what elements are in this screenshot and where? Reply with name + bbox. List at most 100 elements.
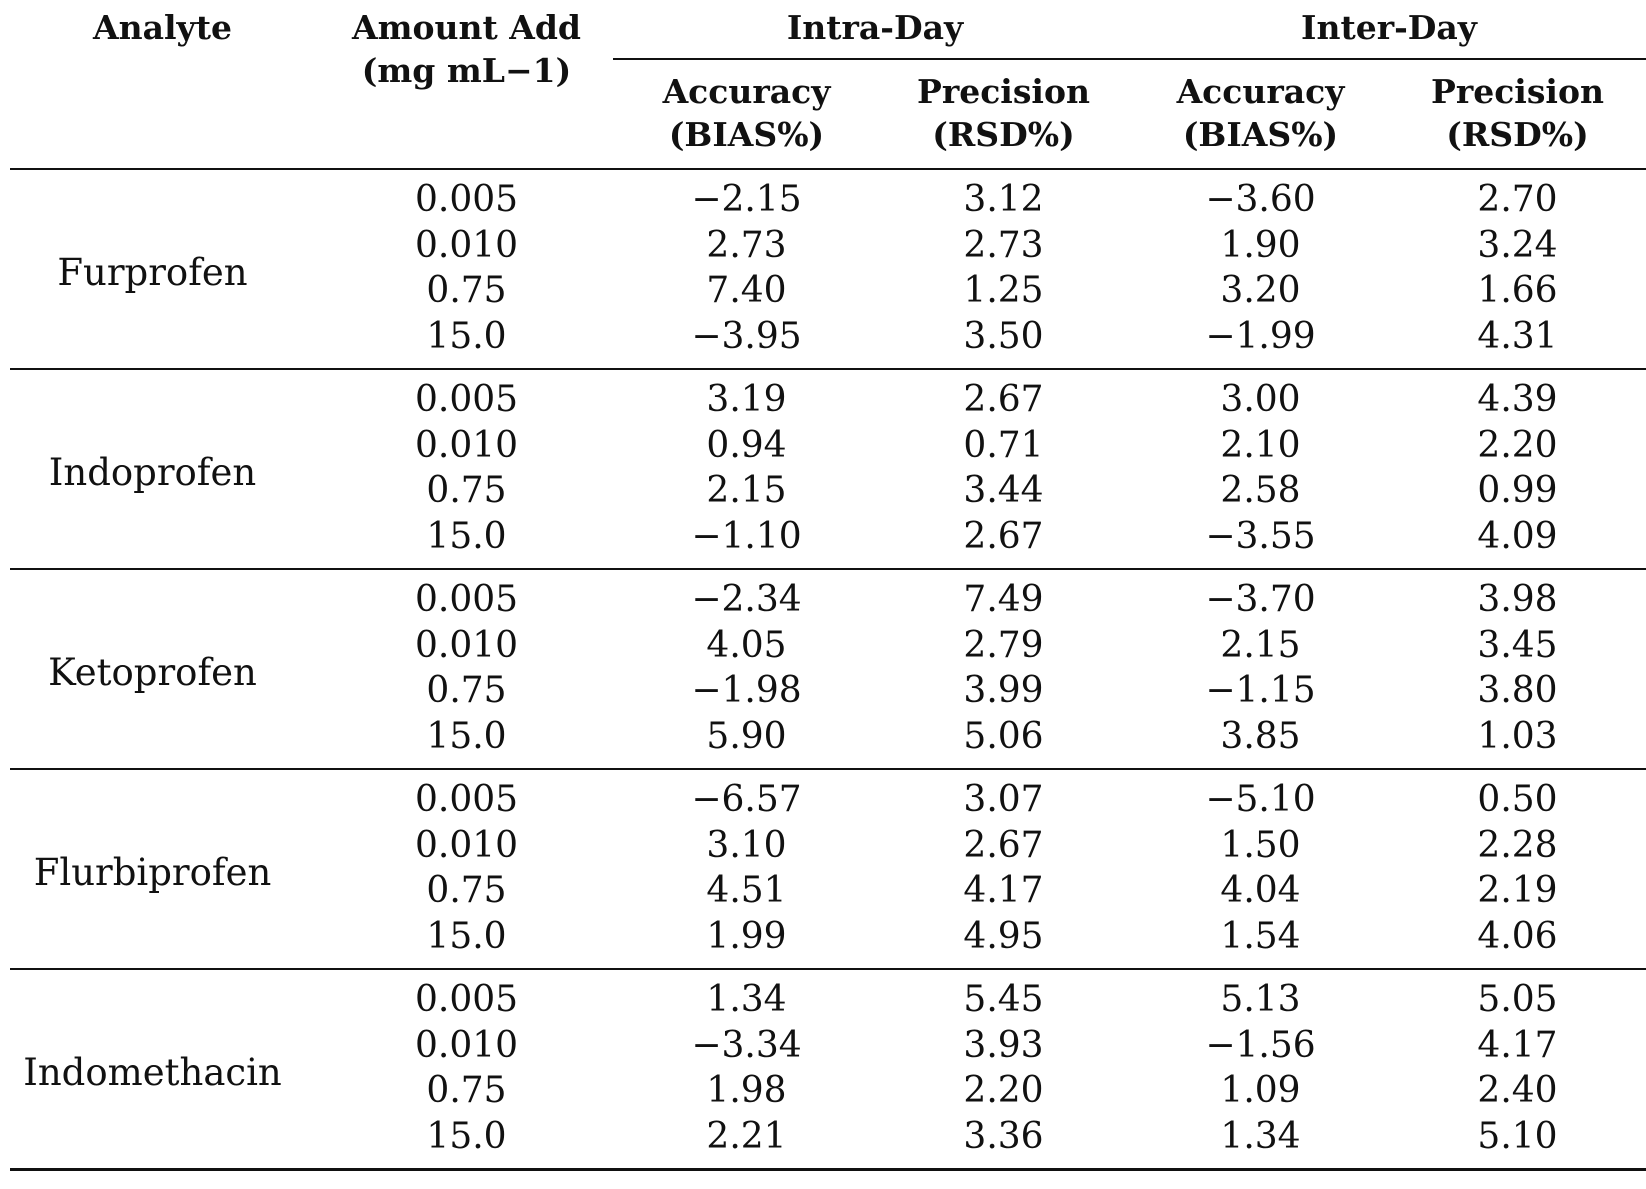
amount-cell: 0.005 xyxy=(414,179,519,220)
value-cell: 1.90 xyxy=(1220,224,1301,266)
table-row: 0.010 4.05 2.79 2.15 3.45 xyxy=(10,623,1646,669)
amount-cell: 15.0 xyxy=(315,913,618,970)
value-cell: 1.99 xyxy=(618,913,875,970)
value-cell: 0.50 xyxy=(1477,779,1558,820)
amount-cell: 0.005 xyxy=(414,779,519,820)
value-cell: 2.67 xyxy=(875,513,1132,570)
amount-cell: 0.005 xyxy=(414,979,519,1020)
value-cell: 2.10 xyxy=(1220,424,1301,466)
value-cell: 1.50 xyxy=(1220,824,1301,866)
value-cell: 5.05 xyxy=(1477,979,1558,1020)
analyte-cell: Flurbiprofen xyxy=(10,769,315,970)
value-cell: −3.34 xyxy=(691,1024,802,1066)
table-row: 15.0 2.21 3.36 1.34 5.10 xyxy=(10,1113,1646,1171)
value-cell: 1.66 xyxy=(1477,270,1558,311)
amount-cell: 0.75 xyxy=(426,870,507,911)
value-cell: 3.07 xyxy=(963,779,1044,820)
group-header-label: Intra-Day xyxy=(786,8,964,47)
value-cell: 3.80 xyxy=(1477,670,1558,711)
value-cell: 4.09 xyxy=(1389,513,1646,570)
column-header: Accuracy (BIAS%) xyxy=(618,58,875,170)
value-cell: −3.95 xyxy=(618,313,875,370)
value-cell: −1.56 xyxy=(1205,1024,1316,1066)
value-cell: 5.90 xyxy=(618,713,875,770)
analyte-cell: Indoprofen xyxy=(10,369,315,570)
amount-cell: 0.010 xyxy=(414,1024,519,1066)
value-cell: 1.34 xyxy=(1132,1113,1389,1171)
value-cell: −2.15 xyxy=(691,179,802,220)
value-cell: 3.20 xyxy=(1220,270,1301,311)
value-cell: 0.99 xyxy=(1477,470,1558,511)
amount-cell: 15.0 xyxy=(315,713,618,770)
table-row: 0.010 2.73 2.73 1.90 3.24 xyxy=(10,223,1646,269)
value-cell: 2.70 xyxy=(1477,179,1558,220)
value-cell: 3.24 xyxy=(1477,224,1558,266)
analyte-name: Indoprofen xyxy=(48,450,257,494)
value-cell: −6.57 xyxy=(691,779,802,820)
analyte-name: Flurbiprofen xyxy=(33,850,272,894)
value-cell: −1.99 xyxy=(1132,313,1389,370)
value-cell: 4.51 xyxy=(706,870,787,911)
column-header-line1: Accuracy xyxy=(1176,72,1345,111)
validation-table: Analyte Amount Add (mg mL−1) Intra-Day I… xyxy=(10,0,1646,1171)
group-header-intra-day: Intra-Day xyxy=(618,0,1132,58)
value-cell: 3.12 xyxy=(963,179,1044,220)
table-row: Indomethacin 0.005 1.34 5.45 5.13 5.05 xyxy=(10,969,1646,1171)
value-cell: 4.04 xyxy=(1220,870,1301,911)
group-header-rule xyxy=(613,58,1646,60)
value-cell: 4.31 xyxy=(1389,313,1646,370)
value-cell: 5.06 xyxy=(875,713,1132,770)
value-cell: 3.10 xyxy=(706,824,787,866)
value-cell: 2.15 xyxy=(706,470,787,511)
group-header-label: Inter-Day xyxy=(1301,8,1477,47)
value-cell: 1.98 xyxy=(706,1070,787,1111)
amount-header-line2: (mg mL−1) xyxy=(361,51,572,90)
table-row: 15.0 5.90 5.06 3.85 1.03 xyxy=(10,713,1646,770)
analyte-header-label: Analyte xyxy=(93,8,232,47)
value-cell: −1.15 xyxy=(1205,670,1316,711)
table-row: 0.75 2.15 3.44 2.58 0.99 xyxy=(10,468,1646,514)
value-cell: 2.20 xyxy=(1477,424,1558,466)
analyte-name: Furprofen xyxy=(57,250,248,294)
value-cell: 2.67 xyxy=(963,379,1044,420)
value-cell: 1.03 xyxy=(1389,713,1646,770)
value-cell: 1.09 xyxy=(1220,1070,1301,1111)
value-cell: −1.98 xyxy=(691,670,802,711)
value-cell: 3.93 xyxy=(963,1024,1044,1066)
table-row: 0.010 0.94 0.71 2.10 2.20 xyxy=(10,423,1646,469)
value-cell: 4.06 xyxy=(1389,913,1646,970)
amount-cell: 0.010 xyxy=(414,224,519,266)
value-cell: 5.13 xyxy=(1220,979,1301,1020)
amount-cell: 0.005 xyxy=(414,379,519,420)
table-row: 0.010 −3.34 3.93 −1.56 4.17 xyxy=(10,1023,1646,1069)
amount-cell: 0.010 xyxy=(414,824,519,866)
table-row: 15.0 −3.95 3.50 −1.99 4.31 xyxy=(10,313,1646,370)
value-cell: −3.60 xyxy=(1205,179,1316,220)
value-cell: 4.95 xyxy=(875,913,1132,970)
column-header: Precision (RSD%) xyxy=(875,58,1132,170)
analyte-cell: Furprofen xyxy=(10,169,315,370)
column-header-line2: (BIAS%) xyxy=(1182,115,1339,154)
table-row: Flurbiprofen 0.005 −6.57 3.07 −5.10 0.50 xyxy=(10,769,1646,970)
analyte-name: Indomethacin xyxy=(23,1050,282,1094)
amount-header: Amount Add (mg mL−1) xyxy=(315,0,618,170)
amount-cell: 15.0 xyxy=(315,1113,618,1171)
value-cell: 2.40 xyxy=(1477,1070,1558,1111)
column-header: Accuracy (BIAS%) xyxy=(1132,58,1389,170)
value-cell: 2.20 xyxy=(963,1070,1044,1111)
amount-cell: 0.010 xyxy=(414,624,519,666)
table-row: Indoprofen 0.005 3.19 2.67 3.00 4.39 xyxy=(10,369,1646,570)
amount-cell: 0.005 xyxy=(414,579,519,620)
table-row: 0.75 4.51 4.17 4.04 2.19 xyxy=(10,868,1646,914)
amount-cell: 15.0 xyxy=(315,313,618,370)
value-cell: 3.45 xyxy=(1477,624,1558,666)
column-header-line1: Precision xyxy=(1431,72,1604,111)
value-cell: 4.17 xyxy=(1477,1024,1558,1066)
value-cell: 3.19 xyxy=(706,379,787,420)
table-row: Ketoprofen 0.005 −2.34 7.49 −3.70 3.98 xyxy=(10,569,1646,770)
group-header-inter-day: Inter-Day xyxy=(1132,0,1646,58)
amount-cell: 0.75 xyxy=(426,470,507,511)
amount-cell: 0.75 xyxy=(426,670,507,711)
value-cell: 7.40 xyxy=(706,270,787,311)
value-cell: 0.71 xyxy=(963,424,1044,466)
